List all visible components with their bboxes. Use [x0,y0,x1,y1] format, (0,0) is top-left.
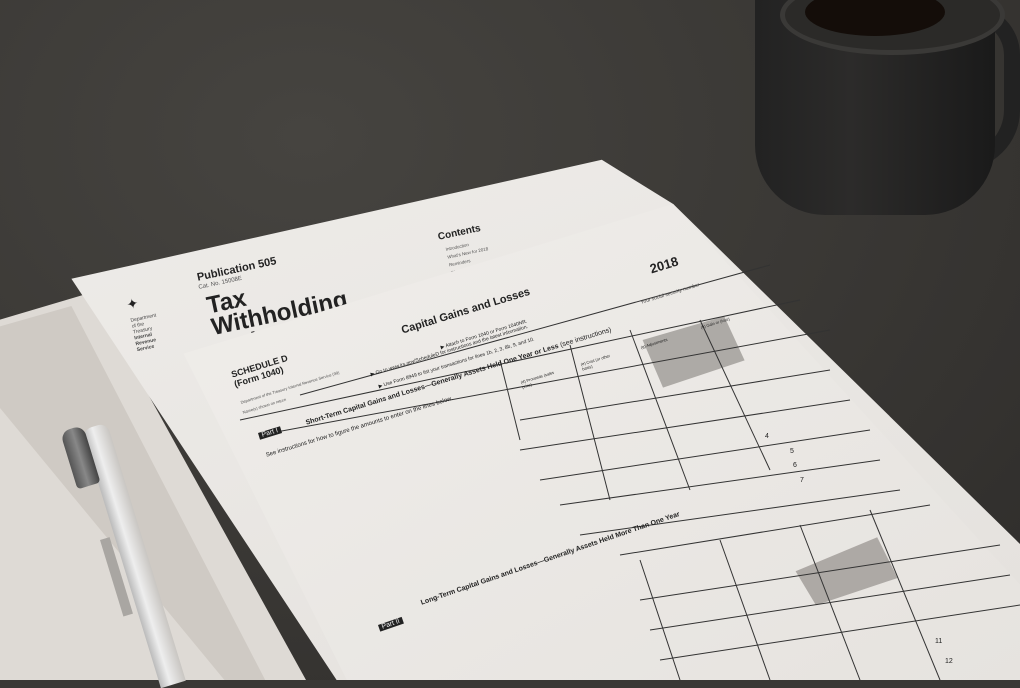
line-number: 12 [945,658,953,665]
line-number: 7 [800,477,804,484]
line-number: 4 [765,433,769,440]
line-number: 6 [793,462,797,469]
line-number: 11 [935,638,943,645]
line-number: 5 [790,448,794,455]
